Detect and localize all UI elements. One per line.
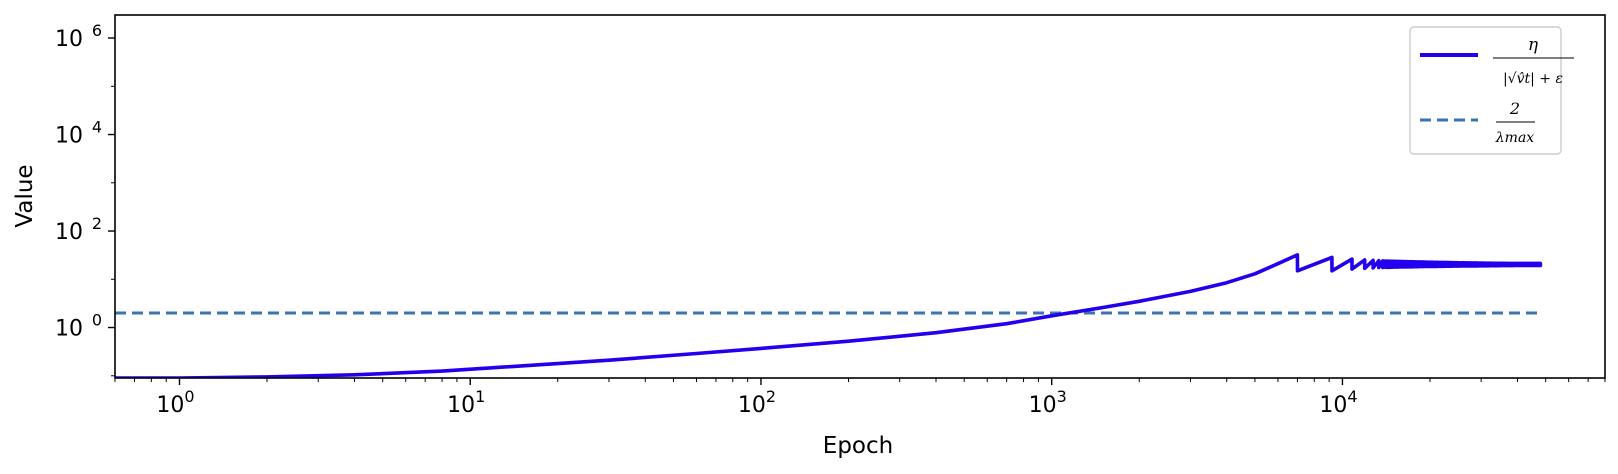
x-tick-label: 104 <box>1319 387 1357 418</box>
x-axis: 100 101 102 103 104 <box>114 378 1606 418</box>
y-axis-label: Value <box>12 164 38 227</box>
x-tick-label: 100 <box>156 387 194 418</box>
x-tick-label: 103 <box>1029 387 1067 418</box>
legend-box <box>1409 26 1562 155</box>
x-tick-label: 102 <box>738 387 776 418</box>
series-line-main <box>115 253 1543 378</box>
legend-numerator-series-2: 2 <box>1509 99 1520 118</box>
legend-denominator-series-1: |√v̂t| + ε <box>1503 71 1563 87</box>
y-tick-label: 10 0 <box>55 311 102 342</box>
legend: η |√v̂t| + ε 2 λmax <box>1409 26 1574 155</box>
series-layer <box>115 253 1543 378</box>
x-axis-label: Epoch <box>823 433 893 459</box>
y-tick-label: 10 4 <box>55 118 102 149</box>
y-tick-label: 10 2 <box>55 214 102 245</box>
plot-frame <box>114 14 1606 379</box>
plot-background <box>115 15 1605 378</box>
legend-numerator-series-1: η <box>1528 35 1539 55</box>
legend-denominator-series-2: λmax <box>1495 130 1534 146</box>
x-tick-label: 101 <box>447 387 485 418</box>
y-tick-label: 10 6 <box>55 21 102 52</box>
